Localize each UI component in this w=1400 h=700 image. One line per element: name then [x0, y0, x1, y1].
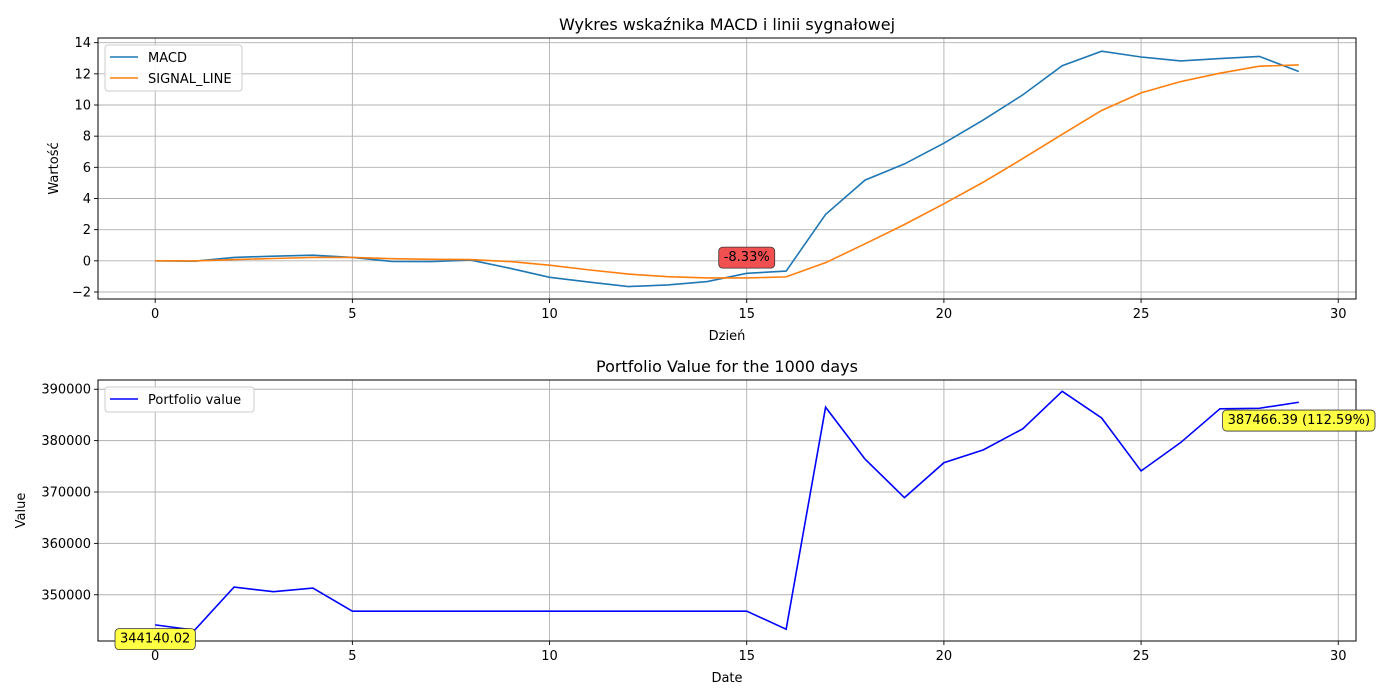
y-tick-label: 12 — [74, 67, 91, 82]
legend-box — [104, 386, 255, 413]
y-tick-label: 390000 — [41, 383, 91, 398]
x-tick-label: 0 — [151, 649, 159, 664]
annotation: -8.33% — [718, 246, 776, 269]
subplot-1: 0 5 10 15 20 25 30 −2 0 2 4 6 8 10 12 14 Wykres wskaźnik… — [47, 15, 1357, 344]
x-tick-label: 30 — [1330, 307, 1347, 322]
subplot-2: 0 5 10 15 20 25 30 350000 360000 370000 380000 3900… — [14, 357, 1376, 686]
y-tick-label: 6 — [83, 161, 91, 176]
axes-frame — [97, 37, 1357, 300]
annotation-text: 387466.39 (112.59%) — [1228, 413, 1370, 428]
x-tick-label: 5 — [348, 649, 356, 664]
y-tick-label: 380000 — [41, 434, 91, 449]
annotation-text: -8.33% — [724, 250, 770, 265]
x-tick-label: 0 — [151, 307, 159, 322]
y-tick-label: −2 — [72, 285, 91, 300]
y-tick-label: 4 — [83, 192, 91, 207]
x-tick-label: 15 — [738, 307, 755, 322]
y-tick-label: 8 — [83, 130, 91, 145]
legend: Portfolio value — [104, 386, 255, 413]
x-tick-label: 25 — [1133, 649, 1150, 664]
axes-frame — [97, 379, 1357, 642]
x-tick-label: 10 — [541, 307, 558, 322]
x-tick-label: 15 — [738, 649, 755, 664]
x-axis-label: Date — [711, 671, 742, 686]
annotation-box — [718, 246, 776, 269]
legend-label: SIGNAL_LINE — [148, 72, 232, 87]
annotation-box — [1222, 409, 1376, 432]
annotation: 387466.39 (112.59%) — [1222, 409, 1376, 432]
x-tick-label: 25 — [1133, 307, 1150, 322]
series-line-signal-line — [155, 64, 1299, 279]
chart-title: Portfolio Value for the 1000 days — [596, 357, 858, 376]
x-tick-label: 10 — [541, 649, 558, 664]
legend-label: MACD — [148, 51, 187, 66]
annotation-text: 344140.02 — [120, 632, 190, 647]
series-line-portfolio-value — [155, 390, 1299, 632]
y-tick-label: 370000 — [41, 486, 91, 501]
chart-title: Wykres wskaźnika MACD i linii sygnałowej — [559, 15, 895, 34]
annotation: 344140.02 — [114, 628, 196, 651]
y-tick-label: 0 — [83, 254, 91, 269]
legend-box — [104, 44, 243, 92]
x-tick-label: 30 — [1330, 649, 1347, 664]
y-tick-label: 14 — [74, 36, 91, 51]
x-tick-label: 5 — [348, 307, 356, 322]
y-tick-label: 360000 — [41, 537, 91, 552]
x-axis-label: Dzień — [709, 329, 746, 344]
y-tick-label: 350000 — [41, 588, 91, 603]
x-tick-label: 20 — [936, 649, 953, 664]
y-tick-label: 10 — [74, 99, 91, 114]
legend-label: Portfolio value — [148, 393, 241, 408]
annotation-box — [114, 628, 196, 651]
y-tick-label: 2 — [83, 223, 91, 238]
x-tick-label: 20 — [936, 307, 953, 322]
y-axis-label: Wartość — [47, 142, 62, 194]
legend: MACD SIGNAL_LINE — [104, 44, 243, 92]
y-axis-label: Value — [14, 493, 29, 529]
